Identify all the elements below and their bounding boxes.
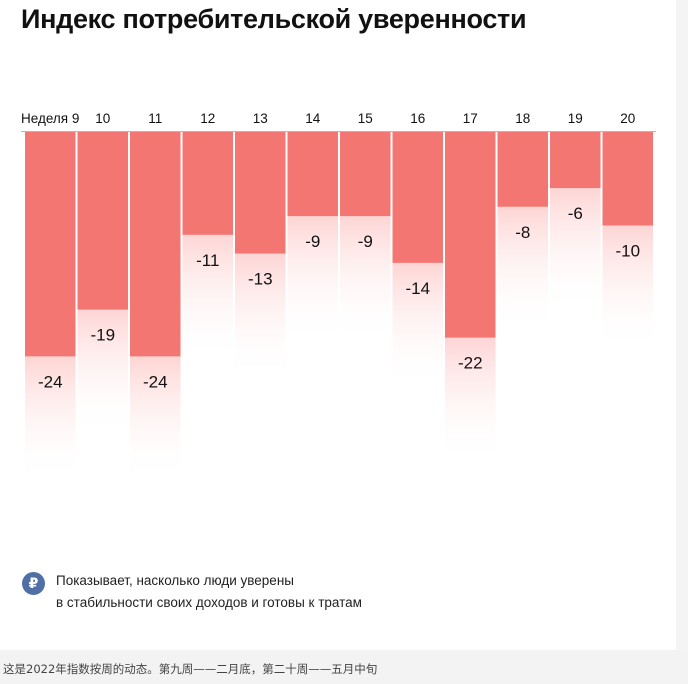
x-tick-label: 20 xyxy=(620,111,635,126)
legend: ₽ Показывает, насколько люди уверены в с… xyxy=(22,570,416,614)
value-label: -6 xyxy=(568,204,583,223)
bar-fade-20 xyxy=(602,225,653,351)
value-label: -19 xyxy=(90,326,115,345)
x-tick-label: 15 xyxy=(358,111,373,126)
bar-fade-9 xyxy=(25,356,76,482)
x-tick-label: 12 xyxy=(200,111,215,126)
chart-title: Индекс потребительской уверенности xyxy=(21,4,527,34)
bar-week-10 xyxy=(77,132,128,310)
value-label: -9 xyxy=(305,232,320,251)
value-label: -10 xyxy=(615,242,640,261)
caption-bar: 这是2022年指数按周的动态。第九周——二月底，第二十周——五月中旬 xyxy=(0,650,688,684)
value-label: -24 xyxy=(38,372,63,391)
value-label: -11 xyxy=(196,251,219,270)
bar-week-17 xyxy=(445,132,496,338)
bar-fade-10 xyxy=(77,309,128,435)
bar-fade-12 xyxy=(182,234,233,360)
value-label: -14 xyxy=(405,279,430,298)
bar-week-20 xyxy=(602,132,653,226)
x-tick-label: 10 xyxy=(95,111,110,126)
x-tick-label: 14 xyxy=(305,111,321,126)
bar-week-18 xyxy=(497,132,548,207)
bar-week-11 xyxy=(130,132,181,357)
legend-line-2: в стабильности своих доходов и готовы к … xyxy=(56,595,362,610)
ruble-icon: ₽ xyxy=(22,572,45,595)
bar-fade-13 xyxy=(235,253,286,379)
x-tick-label: 19 xyxy=(568,111,583,126)
bar-chart: Неделя 9 10 11 12 13 14 15 16 17 18 19 20 -24 -19 -24… xyxy=(21,111,656,482)
caption-text: 这是2022年指数按周的动态。第九周——二月底，第二十周——五月中旬 xyxy=(3,662,378,676)
bar-fade-19 xyxy=(550,188,601,314)
bar-fade-17 xyxy=(445,337,496,463)
bar-fade-16 xyxy=(392,262,443,388)
bar-week-14 xyxy=(287,132,338,217)
x-tick-label: 11 xyxy=(148,111,162,126)
legend-text: Показывает, насколько люди уверены в ста… xyxy=(56,570,416,614)
bar-week-19 xyxy=(550,132,601,189)
bar-fade-14 xyxy=(287,216,338,342)
x-tick-label: 13 xyxy=(253,111,268,126)
x-tick-label: 17 xyxy=(463,111,478,126)
x-tick-label: Неделя 9 xyxy=(21,111,79,126)
x-tick-label: 18 xyxy=(515,111,530,126)
bar-week-13 xyxy=(235,132,286,254)
value-label: -9 xyxy=(358,232,373,251)
value-label: -22 xyxy=(458,354,483,373)
value-label: -24 xyxy=(143,372,168,391)
x-tick-label: 16 xyxy=(410,111,425,126)
value-label: -8 xyxy=(515,223,530,242)
bar-week-15 xyxy=(340,132,391,217)
bar-week-12 xyxy=(182,132,233,235)
bar-fade-18 xyxy=(497,206,548,332)
bar-week-16 xyxy=(392,132,443,263)
bar-fade-11 xyxy=(130,356,181,482)
bar-fade-15 xyxy=(340,216,391,342)
value-label: -13 xyxy=(248,270,273,289)
legend-line-1: Показывает, насколько люди уверены xyxy=(56,573,294,588)
page-edge xyxy=(676,0,688,650)
bar-week-9 xyxy=(25,132,76,357)
